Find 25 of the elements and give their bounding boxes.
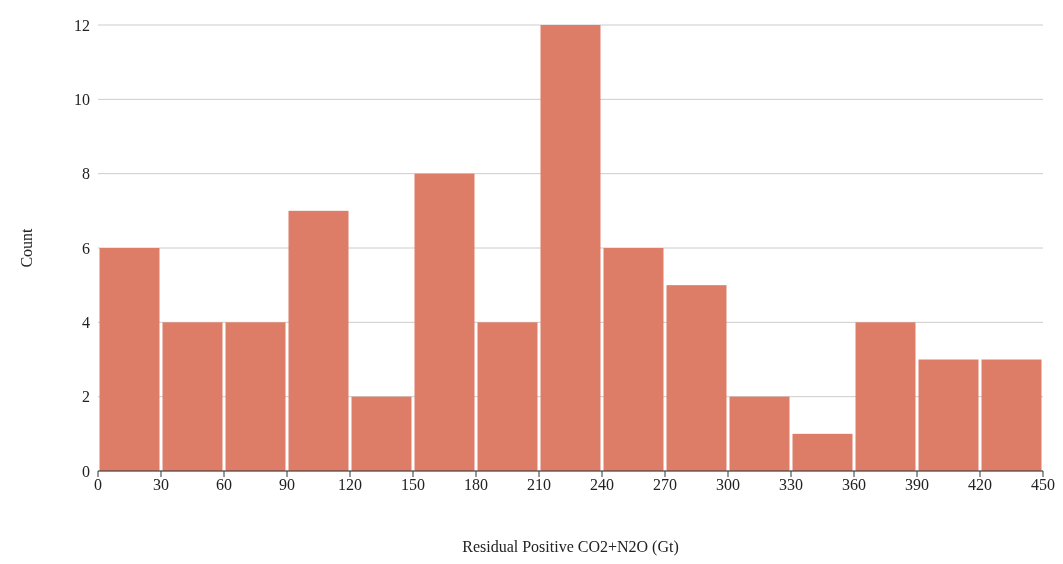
y-tick-label: 4: [82, 314, 90, 332]
x-tick-label: 300: [716, 476, 740, 494]
x-tick-label: 420: [968, 476, 992, 494]
x-tick-label: 0: [94, 476, 102, 494]
y-tick-label: 12: [74, 16, 90, 34]
x-tick-label: 150: [401, 476, 425, 494]
x-axis-title: Residual Positive CO2+N2O (Gt): [462, 538, 679, 557]
x-tick-label: 330: [779, 476, 803, 494]
x-tick-label: 270: [653, 476, 677, 494]
x-tick-label: 60: [216, 476, 232, 494]
y-tick-label: 0: [82, 462, 90, 480]
y-tick-label: 2: [82, 388, 90, 406]
x-tick-label: 450: [1031, 476, 1055, 494]
y-tick-label: 8: [82, 165, 90, 183]
y-axis-title: Count: [17, 227, 35, 268]
y-tick-label: 6: [82, 239, 90, 257]
x-tick-label: 210: [527, 476, 551, 494]
x-tick-label: 30: [153, 476, 169, 494]
x-tick-label: 390: [905, 476, 929, 494]
x-tick-label: 180: [464, 476, 488, 494]
x-tick-label: 90: [279, 476, 295, 494]
x-tick-label: 240: [590, 476, 614, 494]
y-tick-label: 10: [74, 91, 90, 109]
x-tick-label: 120: [338, 476, 362, 494]
x-tick-label: 360: [842, 476, 866, 494]
